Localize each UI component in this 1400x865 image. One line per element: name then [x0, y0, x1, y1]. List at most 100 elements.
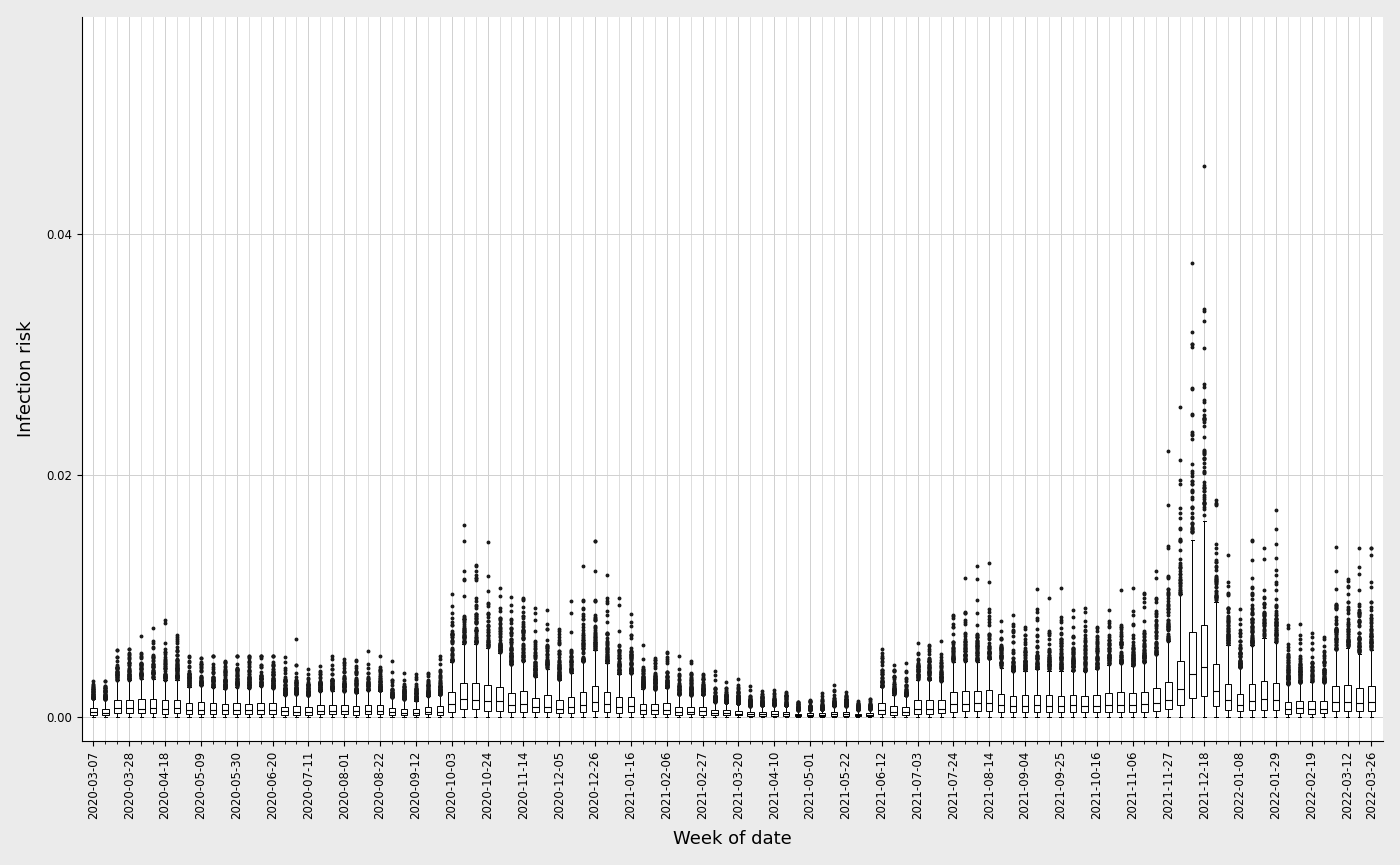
- PathPatch shape: [1070, 695, 1077, 712]
- PathPatch shape: [90, 708, 97, 714]
- PathPatch shape: [413, 709, 419, 715]
- PathPatch shape: [1225, 683, 1232, 710]
- PathPatch shape: [1081, 695, 1088, 713]
- PathPatch shape: [1320, 701, 1327, 714]
- PathPatch shape: [342, 705, 347, 714]
- PathPatch shape: [568, 696, 574, 713]
- PathPatch shape: [627, 696, 634, 712]
- PathPatch shape: [1189, 632, 1196, 699]
- PathPatch shape: [1201, 625, 1207, 696]
- PathPatch shape: [735, 710, 742, 715]
- PathPatch shape: [461, 682, 468, 708]
- PathPatch shape: [1117, 693, 1124, 712]
- PathPatch shape: [748, 712, 753, 715]
- PathPatch shape: [150, 699, 157, 714]
- X-axis label: Week of date: Week of date: [673, 830, 792, 849]
- PathPatch shape: [819, 714, 825, 716]
- PathPatch shape: [640, 704, 647, 714]
- PathPatch shape: [484, 685, 491, 711]
- PathPatch shape: [305, 707, 312, 714]
- PathPatch shape: [1106, 693, 1112, 712]
- PathPatch shape: [293, 707, 300, 714]
- PathPatch shape: [927, 700, 932, 714]
- PathPatch shape: [616, 697, 622, 713]
- PathPatch shape: [424, 707, 431, 714]
- PathPatch shape: [1344, 685, 1351, 710]
- PathPatch shape: [1177, 661, 1183, 705]
- PathPatch shape: [1236, 694, 1243, 712]
- PathPatch shape: [139, 700, 144, 714]
- PathPatch shape: [1273, 682, 1280, 710]
- PathPatch shape: [126, 700, 133, 714]
- PathPatch shape: [329, 705, 336, 714]
- PathPatch shape: [664, 703, 671, 714]
- PathPatch shape: [556, 700, 563, 714]
- PathPatch shape: [1022, 695, 1029, 712]
- PathPatch shape: [353, 706, 360, 714]
- PathPatch shape: [221, 704, 228, 714]
- PathPatch shape: [986, 690, 993, 711]
- PathPatch shape: [1009, 695, 1016, 712]
- PathPatch shape: [1093, 695, 1100, 712]
- PathPatch shape: [711, 710, 718, 715]
- PathPatch shape: [1154, 689, 1159, 711]
- PathPatch shape: [974, 691, 980, 711]
- PathPatch shape: [1260, 681, 1267, 710]
- PathPatch shape: [1309, 701, 1315, 714]
- PathPatch shape: [448, 692, 455, 712]
- PathPatch shape: [1057, 695, 1064, 712]
- PathPatch shape: [580, 692, 587, 712]
- PathPatch shape: [783, 712, 790, 715]
- PathPatch shape: [102, 708, 109, 715]
- PathPatch shape: [830, 712, 837, 715]
- PathPatch shape: [162, 700, 168, 714]
- PathPatch shape: [400, 708, 407, 715]
- PathPatch shape: [1165, 682, 1172, 709]
- PathPatch shape: [795, 714, 801, 716]
- PathPatch shape: [186, 703, 192, 714]
- PathPatch shape: [938, 701, 945, 713]
- PathPatch shape: [210, 703, 216, 714]
- PathPatch shape: [269, 703, 276, 714]
- PathPatch shape: [878, 703, 885, 714]
- PathPatch shape: [1368, 686, 1375, 711]
- PathPatch shape: [962, 691, 969, 712]
- PathPatch shape: [174, 700, 181, 713]
- PathPatch shape: [377, 705, 384, 714]
- PathPatch shape: [592, 686, 598, 711]
- PathPatch shape: [843, 712, 850, 715]
- PathPatch shape: [496, 688, 503, 710]
- PathPatch shape: [545, 695, 550, 713]
- PathPatch shape: [197, 702, 204, 714]
- PathPatch shape: [521, 691, 526, 712]
- PathPatch shape: [759, 712, 766, 715]
- PathPatch shape: [687, 707, 694, 714]
- PathPatch shape: [1130, 694, 1135, 712]
- PathPatch shape: [806, 714, 813, 716]
- PathPatch shape: [651, 704, 658, 714]
- PathPatch shape: [951, 692, 956, 712]
- PathPatch shape: [699, 707, 706, 714]
- PathPatch shape: [281, 707, 288, 714]
- PathPatch shape: [365, 705, 371, 714]
- PathPatch shape: [675, 707, 682, 714]
- PathPatch shape: [245, 703, 252, 714]
- PathPatch shape: [1333, 686, 1338, 711]
- PathPatch shape: [234, 703, 239, 714]
- PathPatch shape: [1357, 688, 1362, 711]
- PathPatch shape: [724, 710, 729, 715]
- PathPatch shape: [854, 714, 861, 716]
- PathPatch shape: [389, 708, 395, 714]
- Y-axis label: Infection risk: Infection risk: [17, 321, 35, 437]
- PathPatch shape: [1285, 702, 1291, 714]
- PathPatch shape: [316, 705, 323, 714]
- PathPatch shape: [1249, 684, 1256, 710]
- PathPatch shape: [1212, 663, 1219, 706]
- PathPatch shape: [532, 698, 539, 713]
- PathPatch shape: [914, 701, 921, 714]
- PathPatch shape: [258, 703, 265, 714]
- PathPatch shape: [1141, 692, 1148, 712]
- PathPatch shape: [1296, 701, 1303, 713]
- PathPatch shape: [771, 712, 777, 715]
- PathPatch shape: [903, 707, 909, 714]
